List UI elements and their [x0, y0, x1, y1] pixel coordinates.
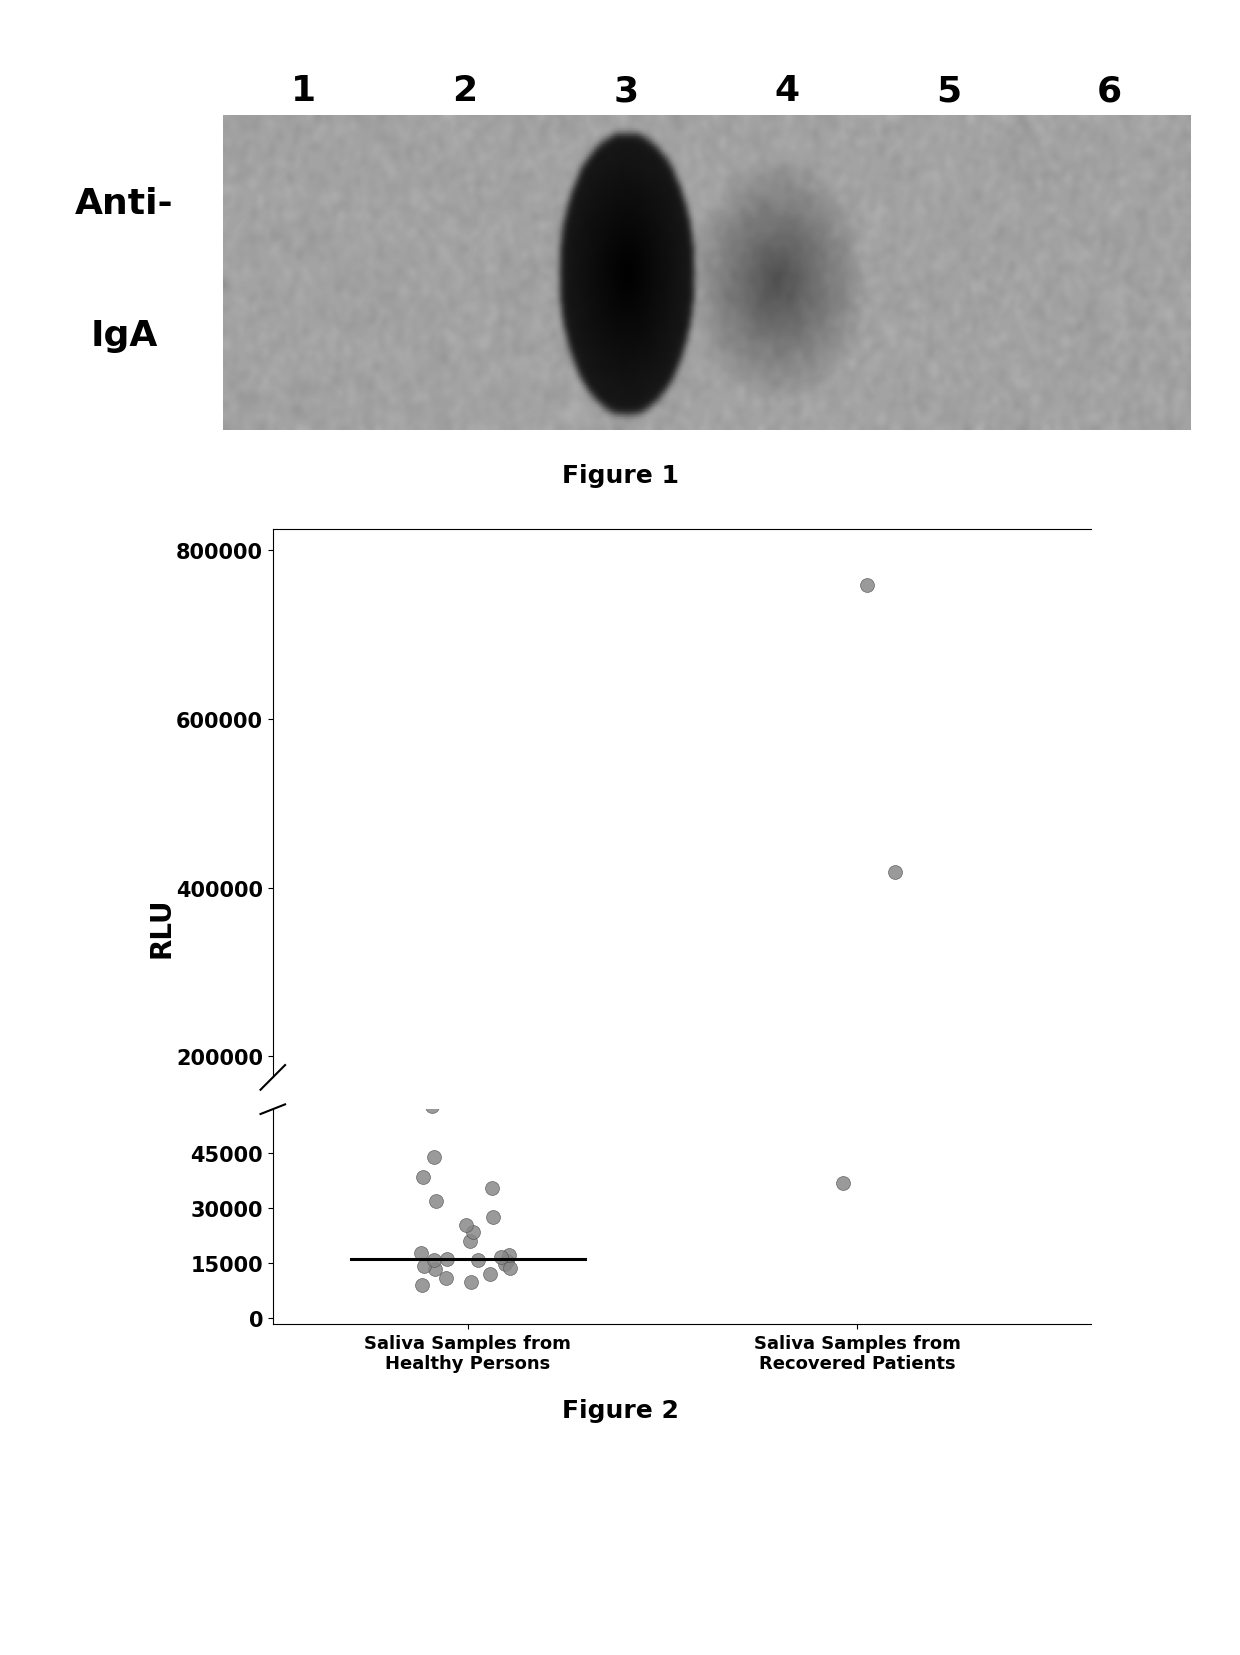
Point	[846, 1150, 866, 1177]
Point	[456, 1190, 476, 1216]
Point	[460, 1195, 480, 1221]
Point	[480, 1261, 500, 1288]
Point	[422, 1163, 441, 1190]
Point	[424, 1246, 444, 1273]
Point	[482, 1205, 502, 1231]
Text: 2: 2	[453, 74, 477, 108]
Text: Figure 2: Figure 2	[562, 1398, 678, 1422]
Point	[425, 1200, 445, 1226]
Point	[500, 1198, 520, 1225]
Point	[831, 975, 851, 1001]
Text: RLU: RLU	[148, 897, 175, 957]
Point	[424, 1144, 444, 1170]
Point	[501, 1254, 521, 1281]
Point	[866, 1129, 885, 1155]
Point	[835, 763, 854, 789]
Point	[501, 1200, 521, 1226]
Point	[832, 1182, 852, 1208]
Point	[427, 1185, 446, 1211]
Point	[835, 818, 854, 844]
Point	[456, 1211, 476, 1238]
Point	[491, 1198, 511, 1225]
Point	[413, 1163, 433, 1190]
Point	[863, 872, 883, 899]
Point	[482, 1188, 502, 1215]
Text: 1: 1	[291, 74, 316, 108]
Point	[461, 1269, 481, 1296]
Point	[467, 1246, 487, 1273]
Point	[497, 1248, 517, 1274]
Text: Figure 1: Figure 1	[562, 463, 678, 487]
Point	[438, 1246, 458, 1273]
Point	[438, 1198, 458, 1225]
Point	[414, 1200, 434, 1226]
Point	[872, 1001, 892, 1028]
Text: 6: 6	[1097, 74, 1122, 108]
Point	[424, 1175, 444, 1202]
Point	[861, 1056, 880, 1082]
Text: IgA: IgA	[91, 319, 157, 353]
Point	[422, 1092, 441, 1119]
Point	[460, 1228, 480, 1254]
Point	[413, 1205, 433, 1231]
Point	[863, 1112, 883, 1139]
Point	[412, 1240, 432, 1266]
Point	[491, 1243, 511, 1269]
Text: 3: 3	[614, 74, 639, 108]
Point	[861, 1155, 880, 1182]
Point	[480, 1202, 500, 1228]
Point	[872, 1142, 892, 1168]
Text: 5: 5	[936, 74, 961, 108]
Point	[413, 1271, 433, 1298]
Point	[866, 947, 885, 973]
Point	[857, 573, 877, 599]
Point	[412, 1197, 432, 1223]
Point	[413, 1180, 433, 1206]
Point	[435, 1264, 455, 1291]
Point	[495, 1251, 515, 1278]
Text: Anti-: Anti-	[74, 187, 174, 220]
Point	[435, 1203, 455, 1230]
Point	[467, 1198, 487, 1225]
Point	[482, 1175, 502, 1202]
Point	[835, 1101, 854, 1127]
Point	[424, 1198, 444, 1225]
Point	[414, 1253, 434, 1279]
Point	[495, 1200, 515, 1226]
Point	[497, 1198, 517, 1225]
Text: 4: 4	[775, 74, 800, 108]
Point	[835, 1087, 854, 1114]
Point	[831, 1137, 851, 1163]
Point	[463, 1220, 482, 1246]
Point	[500, 1243, 520, 1269]
Point	[482, 1182, 502, 1208]
Point	[425, 1256, 445, 1283]
Point	[832, 1170, 852, 1197]
Point	[463, 1192, 482, 1218]
Point	[884, 859, 904, 885]
Point	[427, 1188, 446, 1215]
Point	[846, 1034, 866, 1061]
Point	[461, 1203, 481, 1230]
